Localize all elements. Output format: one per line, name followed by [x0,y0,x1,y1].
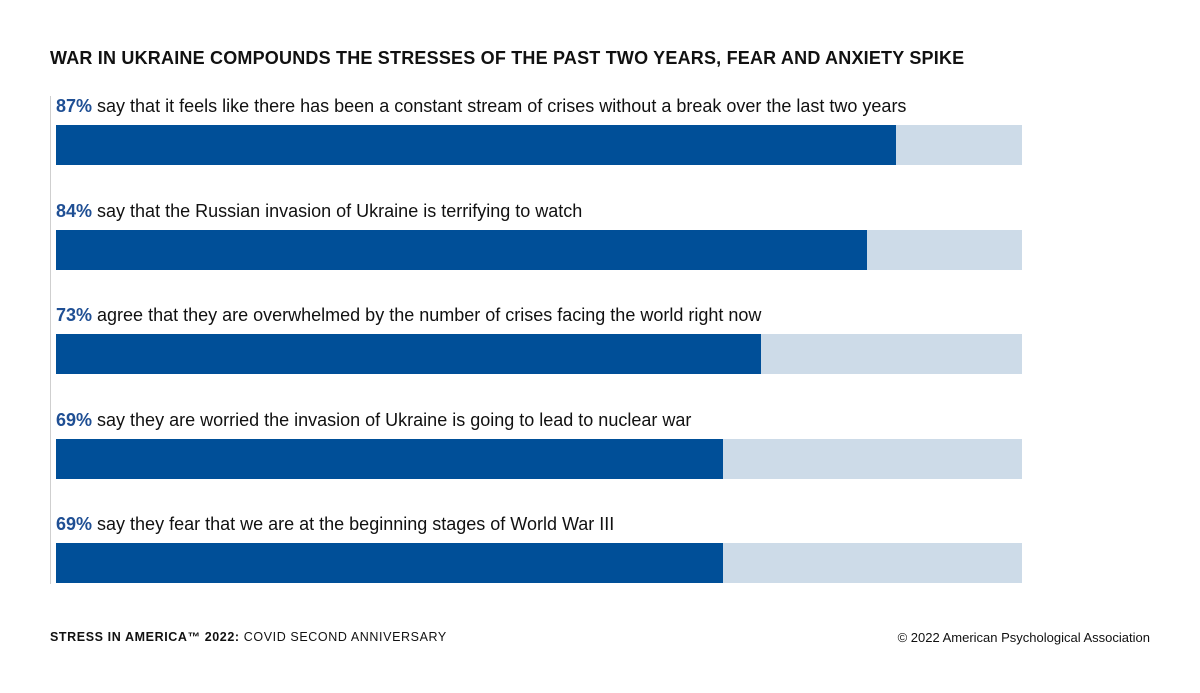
bar-label-text: agree that they are overwhelmed by the n… [92,305,762,325]
bar-percent-label: 69% [56,514,93,534]
chart-title: WAR IN UKRAINE COMPOUNDS THE STRESSES OF… [50,48,965,68]
bar-track [56,125,1022,165]
bar-label: 69% say they are worried the invasion of… [56,408,1022,432]
bar-percent-label: 73% [56,305,93,325]
bar-label-text: say they fear that we are at the beginni… [92,514,615,534]
bar-percent-label: 84% [56,200,93,221]
footer-copyright: © 2022 American Psychological Associatio… [897,630,1150,645]
bar-item: 87% say that it feels like there has bee… [56,94,1022,165]
footer-source-regular: COVID SECOND ANNIVERSARY [239,630,447,644]
bar-label-text: say that it feels like there has been a … [92,96,907,116]
bar-track [56,229,1022,270]
bar-fill [56,438,723,479]
bar-label: 69% say they fear that we are at the beg… [56,512,1022,536]
bar-percent-label: 69% [56,409,93,430]
bar-item: 69% say they are worried the invasion of… [56,408,1022,479]
footer-source-bold: STRESS IN AMERICA™ 2022: [50,630,240,644]
bar-fill [56,125,897,165]
axis-line [50,96,51,584]
bar-percent-label: 87% [56,96,93,116]
bar-label: 87% say that it feels like there has bee… [56,94,1022,118]
bar-track [56,334,1022,374]
bar-label-text: say they are worried the invasion of Ukr… [92,409,692,430]
bar-track [56,543,1022,583]
bar-fill [56,543,723,583]
bar-label: 84% say that the Russian invasion of Ukr… [56,199,1022,223]
bar-label: 73% agree that they are overwhelmed by t… [56,303,1022,327]
bar-label-text: say that the Russian invasion of Ukraine… [92,200,583,221]
bar-item: 84% say that the Russian invasion of Ukr… [56,199,1022,270]
bar-fill [56,229,868,270]
bar-item: 73% agree that they are overwhelmed by t… [56,303,1022,374]
bar-item: 69% say they fear that we are at the beg… [56,512,1022,583]
bar-fill [56,334,762,374]
footer-source: STRESS IN AMERICA™ 2022: COVID SECOND AN… [50,630,447,644]
bar-track [56,438,1022,479]
